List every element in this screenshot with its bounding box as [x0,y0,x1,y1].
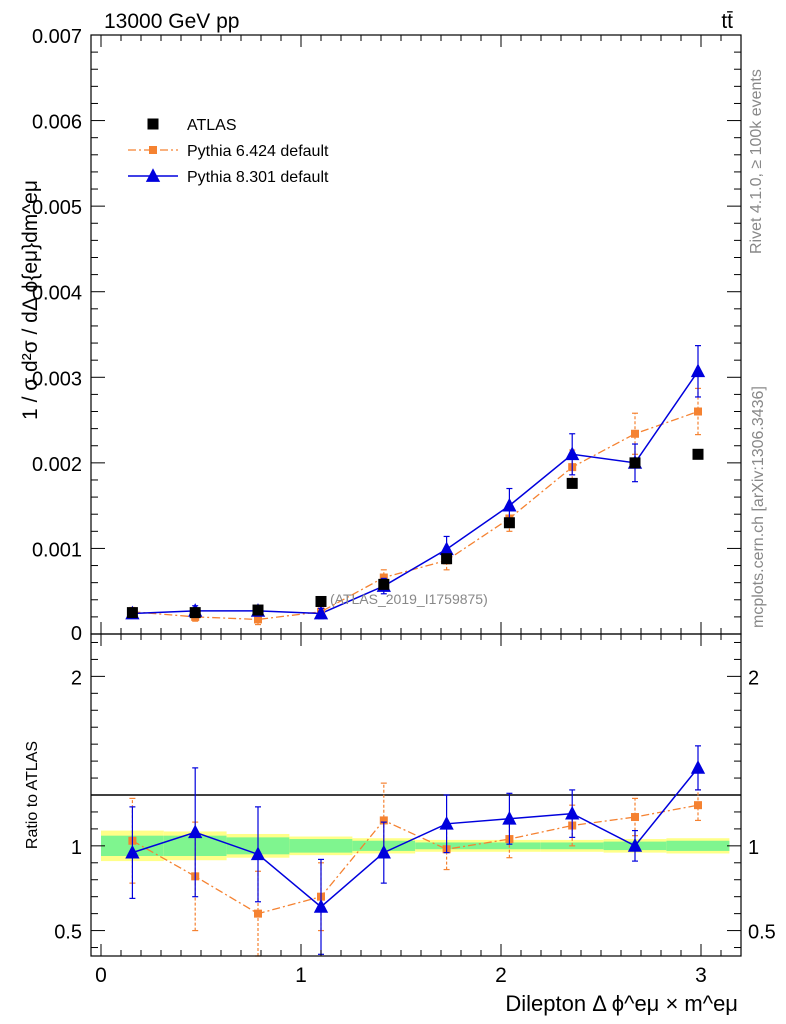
y-tick-label: 2 [71,667,82,689]
legend: ATLAS Pythia 6.424 default Pythia 8.301 de… [128,117,329,186]
ratio-pythia8-point [313,899,329,913]
pythia6-line [132,410,699,621]
pythia8-point [565,446,580,461]
ratio-pythia6-point [694,801,702,810]
y-tick-label: 0 [71,623,82,645]
ratio-pythia8-point [439,816,454,830]
ratio-y-axis-label: Ratio to ATLAS [24,741,41,849]
legend-atlas-marker [147,118,159,130]
y-tick-label: 0.006 [32,112,82,134]
y-tick-label: 1 [71,837,82,859]
y-tick-label-right: 1 [748,837,759,859]
pythia6-point [631,429,639,438]
pythia8-point [502,497,517,512]
atlas-point [692,448,704,460]
mcplots-reference-label: mcplots.cern.ch [arXiv:1306.3436] [750,386,767,628]
ratio-pythia6-point [379,816,388,825]
atlas-point [126,607,138,619]
atlas-point [629,457,641,469]
x-tick-label: 0 [95,964,107,987]
x-tick-label: 1 [295,964,307,987]
ratio-pythia8-line [132,767,699,908]
ratio-panel: 0 1 2 3 0.5 0.5 1 1 2 2 Ratio to ATLAS Dilepton Δ… [24,633,776,1016]
ratio-band-inner [289,839,353,853]
atlas-point [566,477,578,489]
legend-pythia6-marker [149,146,157,154]
pythia8-point [690,363,706,378]
y-tick-label-right: 2 [748,667,759,689]
ratio-pythia8-point [690,760,706,774]
main-data-marks [125,345,706,626]
legend-atlas-label: ATLAS [187,117,237,134]
y-tick-label-right: 0.5 [748,922,776,944]
ratio-axes: 0 1 2 3 0.5 0.5 1 1 2 2 [54,634,776,987]
atlas-point [315,595,327,607]
ratio-band-inner [666,840,730,851]
y-tick-label: 0.004 [32,283,82,305]
y-tick-label: 0.002 [32,454,82,476]
atlas-point [189,607,201,619]
ratio-data-marks [125,745,706,957]
atlas-point [503,517,515,529]
x-axis-label: Dilepton Δ ϕ^eμ × m^eμ [505,991,738,1016]
analysis-watermark: (ATLAS_2019_I1759875) [330,591,488,607]
ratio-pythia6-point [254,909,262,918]
pythia8-line [132,370,699,615]
ratio-pythia8-point [627,838,643,852]
main-panel: 0.001 0.002 0.003 0.004 0.005 0.006 0.007 0 1 /… [19,26,742,645]
pythia8-point [313,605,329,620]
ratio-pythia8-point [125,844,140,859]
ratio-pythia8-point [502,810,517,825]
atlas-point [441,553,453,565]
main-y-axis-label: 1 / σ d²σ / dΔ ϕ{eμ}dm^eμ [19,180,42,420]
y-tick-label: 0.007 [32,26,82,48]
x-tick-label: 3 [695,964,707,987]
y-tick-label: 0.001 [32,539,82,561]
pythia6-point [694,407,702,416]
ratio-pythia8-point [188,824,203,839]
y-tick-label: 0.003 [32,368,82,390]
x-tick-label: 2 [495,964,507,987]
header-process-label: tt̄ [721,10,733,33]
y-tick-label: 0.005 [32,197,82,219]
ratio-pythia8-point [250,846,266,861]
atlas-point [252,604,264,616]
pythia6-point [379,573,388,582]
main-axes: 0.001 0.002 0.003 0.004 0.005 0.006 0.007 0 [32,26,742,645]
ratio-pythia6-point [631,813,639,822]
legend-pythia8-label: Pythia 8.301 default [187,169,329,186]
legend-pythia6-label: Pythia 6.424 default [187,143,329,160]
y-tick-label: 0.5 [54,922,82,944]
ratio-pythia8-point [565,805,580,820]
atlas-point [378,578,390,590]
header-energy-label: 13000 GeV pp [104,10,239,33]
ratio-pythia8-point [376,844,391,859]
rivet-version-label: Rivet 4.1.0, ≥ 100k events [748,69,765,254]
legend-pythia8-marker [145,168,161,182]
pythia8-point [439,541,454,556]
ratio-pythia6-line [132,804,699,915]
pythia6-point [254,615,262,624]
